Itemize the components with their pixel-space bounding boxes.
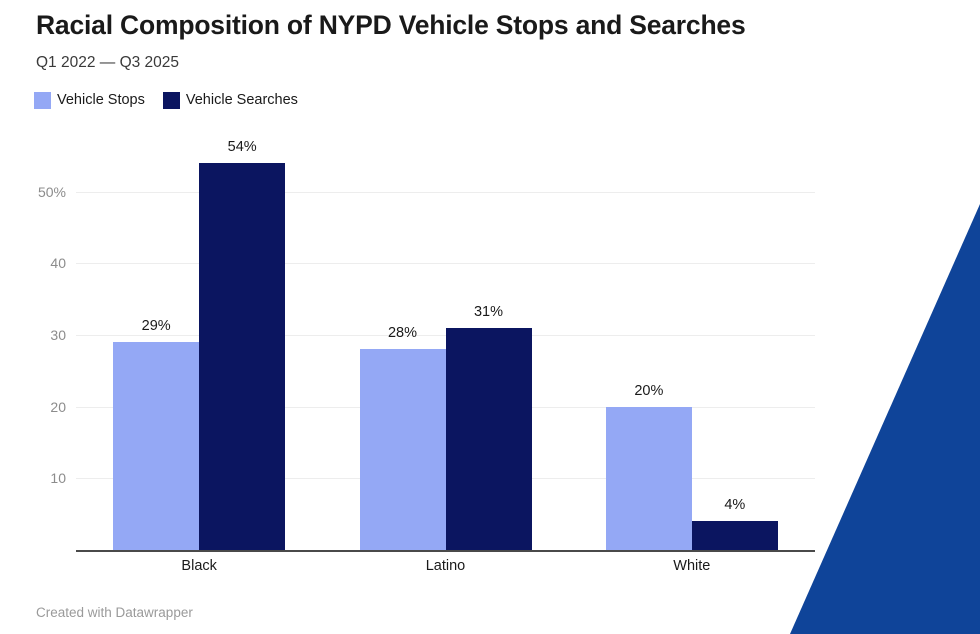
x-axis-category-label-white: White bbox=[673, 558, 711, 574]
bar-latino-vehicle-stops[interactable] bbox=[359, 349, 446, 550]
gridline bbox=[76, 263, 815, 265]
y-axis-tick-label: 40 bbox=[50, 255, 66, 272]
y-axis-tick-label: 20 bbox=[50, 398, 66, 415]
y-axis-tick-label: 30 bbox=[50, 326, 66, 343]
bar-value-label: 54% bbox=[227, 138, 257, 155]
legend-item-vehicle-searches[interactable]: Vehicle Searches bbox=[162, 91, 298, 109]
bar-value-label: 31% bbox=[473, 303, 504, 320]
bar-white-vehicle-searches[interactable] bbox=[691, 521, 778, 550]
bar-value-label: 29% bbox=[141, 318, 171, 335]
legend-swatch-icon-vehicle-stops bbox=[34, 91, 51, 109]
bar-value-label: 20% bbox=[634, 382, 664, 399]
x-axis-category-label-black: Black bbox=[181, 558, 217, 574]
legend-label-vehicle-stops: Vehicle Stops bbox=[57, 91, 145, 108]
y-axis-tick-label: 10 bbox=[50, 470, 66, 487]
legend-swatch-icon-vehicle-searches bbox=[162, 91, 180, 109]
bar-value-label: 4% bbox=[724, 497, 746, 514]
chart-credit: Created with Datawrapper bbox=[36, 605, 193, 620]
bar-value-label: 28% bbox=[387, 325, 418, 342]
gridline bbox=[76, 191, 815, 193]
chart-legend: Vehicle Stops Vehicle Searches bbox=[34, 90, 298, 110]
bar-black-vehicle-searches[interactable] bbox=[199, 162, 286, 550]
legend-label-vehicle-searches: Vehicle Searches bbox=[185, 91, 298, 108]
chart-title: Racial Composition of NYPD Vehicle Stops… bbox=[36, 10, 746, 40]
x-axis-category-label-latino: Latino bbox=[425, 558, 466, 574]
x-axis-line bbox=[76, 550, 815, 552]
bar-black-vehicle-stops[interactable] bbox=[113, 342, 200, 550]
legend-item-vehicle-stops[interactable]: Vehicle Stops bbox=[34, 91, 145, 109]
bar-latino-vehicle-searches[interactable] bbox=[445, 327, 532, 550]
y-axis-tick-label: 50% bbox=[37, 183, 66, 200]
chart-subtitle: Q1 2022 — Q3 2025 bbox=[36, 54, 180, 71]
bar-white-vehicle-stops[interactable] bbox=[605, 406, 692, 550]
